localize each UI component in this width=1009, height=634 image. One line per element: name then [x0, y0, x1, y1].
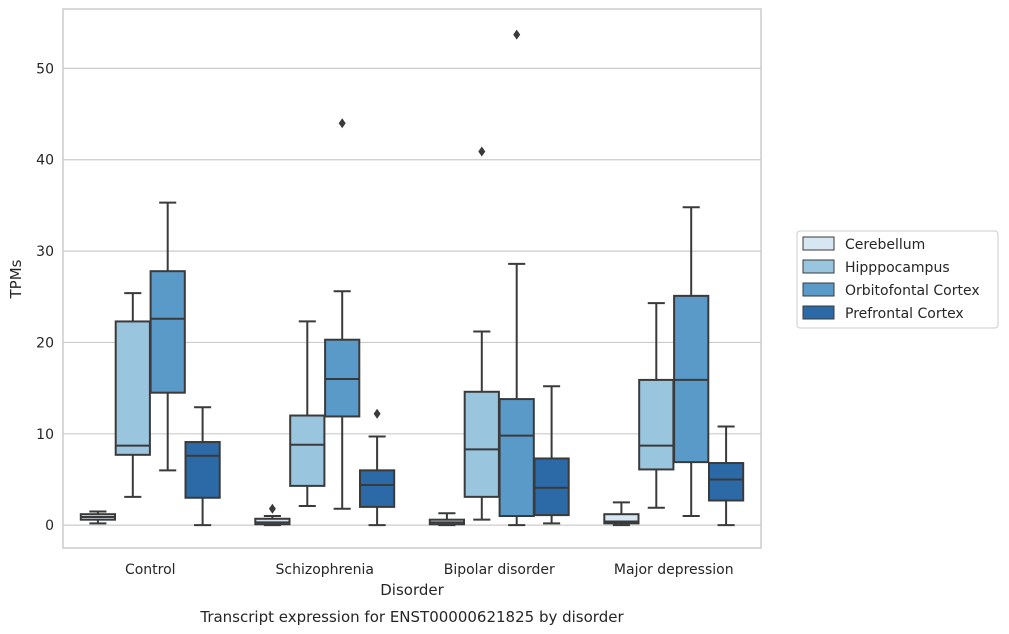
legend-label: Orbitofontal Cortex [845, 283, 980, 299]
legend-label: Cerebellum [845, 237, 925, 253]
y-tick-label: 0 [45, 518, 54, 534]
box-group [638, 302, 675, 509]
y-tick-label: 50 [36, 61, 54, 77]
legend-label: Hipppocampus [845, 260, 950, 276]
box-group [254, 503, 291, 527]
box-group [184, 406, 221, 527]
box-iqr [463, 390, 500, 498]
x-tick-label: Major depression [614, 562, 734, 578]
x-tick-labels: Control Schizophrenia Bipolar disorder Majo… [125, 562, 734, 578]
outlier-point [338, 118, 346, 129]
outlier-point [373, 408, 381, 419]
box-group [533, 385, 570, 525]
plot-frame [62, 8, 762, 549]
box-group [79, 510, 117, 525]
box-iqr [184, 441, 221, 499]
box-iqr [114, 320, 151, 456]
box-group [707, 425, 745, 527]
box-iqr [603, 513, 640, 525]
x-tick-label: Control [125, 562, 176, 578]
y-tick-label: 40 [36, 153, 54, 169]
box-group [463, 146, 500, 521]
outlier-point [478, 146, 486, 157]
legend-frame [796, 230, 999, 329]
legend-swatch [802, 305, 835, 320]
x-tick-label: Bipolar disorder [444, 562, 555, 578]
y-axis-label: TPMs [7, 259, 25, 299]
box-iqr [498, 398, 535, 518]
legend-swatch [802, 282, 835, 297]
box-iqr [638, 378, 675, 471]
box-groups [79, 29, 745, 527]
y-tick-labels: 0 10 20 30 40 50 [36, 61, 54, 534]
legend-label: Prefrontal Cortex [845, 306, 964, 322]
box-group [149, 201, 186, 472]
legend-swatch [802, 236, 835, 251]
x-axis-label: Disorder [380, 581, 444, 599]
outlier-point [513, 29, 521, 40]
box-iqr [707, 462, 745, 502]
legend-swatch [802, 259, 835, 274]
y-tick-label: 10 [36, 427, 54, 443]
box-group [324, 118, 361, 510]
box-iqr [358, 469, 396, 508]
outlier-point [268, 503, 276, 514]
chart-caption: Transcript expression for ENST0000062182… [199, 608, 624, 626]
box-group [358, 408, 396, 527]
box-iqr [289, 414, 326, 487]
x-tick-label: Schizophrenia [276, 562, 374, 578]
box-group [673, 206, 710, 518]
box-iqr [149, 270, 186, 394]
legend: Cerebellum Hipppocampus Orbitofontal Corte… [796, 230, 999, 329]
box-group [603, 501, 640, 527]
box-group [428, 512, 466, 527]
y-tick-label: 30 [36, 244, 54, 260]
y-tick-label: 20 [36, 335, 54, 351]
box-group [289, 320, 326, 507]
